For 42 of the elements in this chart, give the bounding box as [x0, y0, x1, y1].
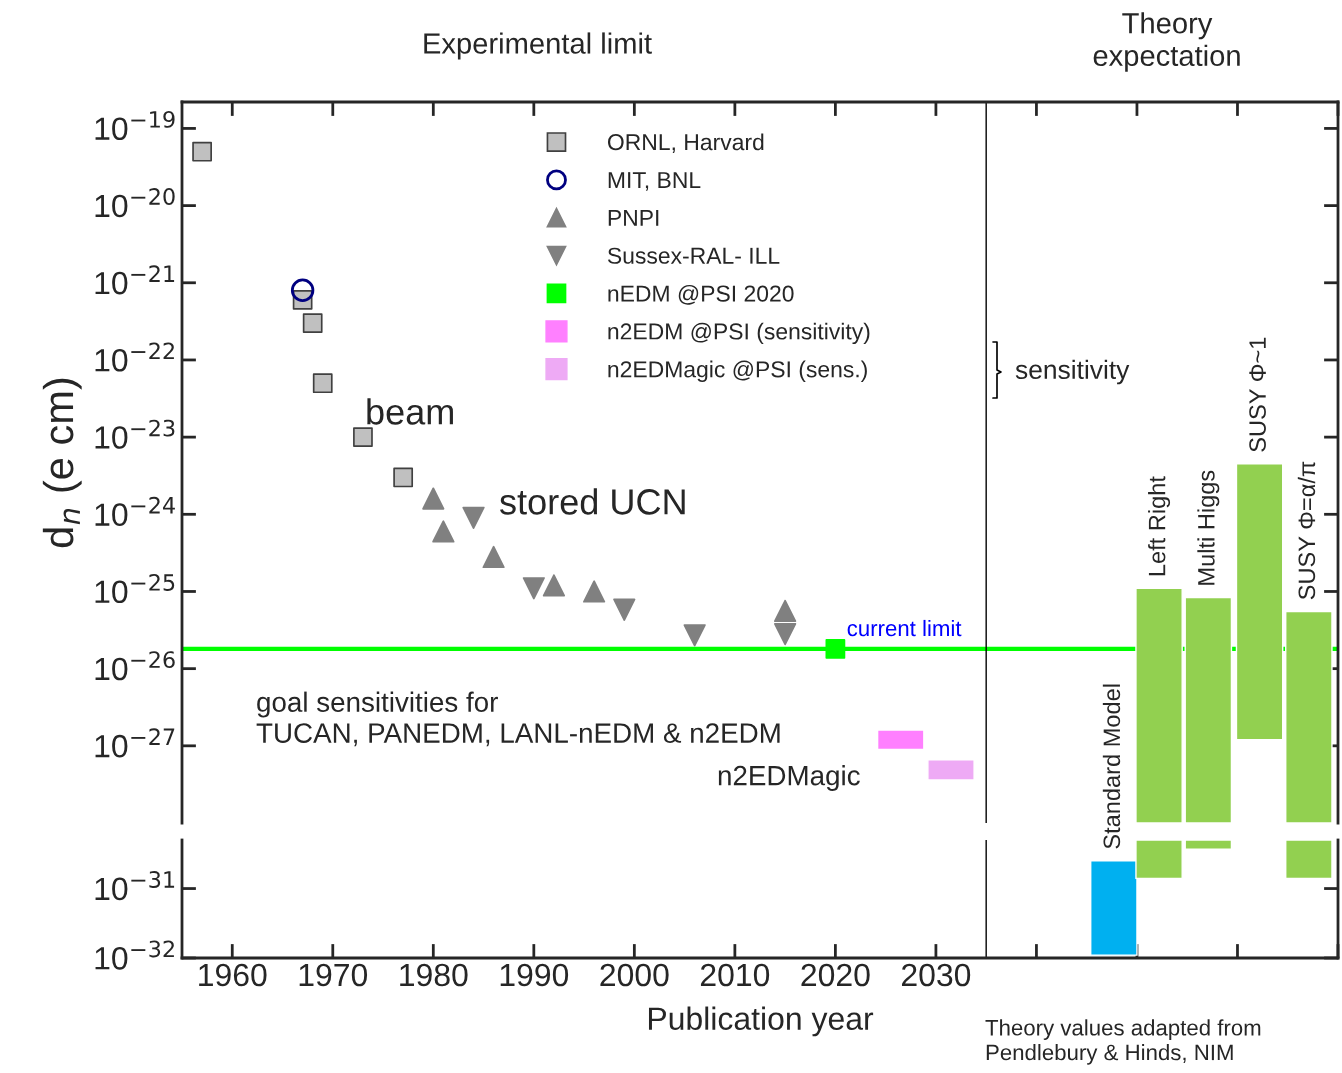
x-tick-label: 1980 [400, 963, 468, 987]
x-tick-label: 1990 [500, 963, 569, 987]
text: Theory values adapted from Pendlebury & Hinds, NIM [985, 1019, 1261, 1065]
y-tick-label: 10$^{−22}$ [95, 342, 174, 372]
annotation: stored UCN [500, 488, 685, 515]
text: SUSY Φ=α/π [1297, 461, 1316, 600]
legend-label: PNPI [608, 210, 659, 226]
legend-label: Sussex-RAL- ILL [607, 247, 780, 264]
legend-label: nEDM @PSI 2020 [608, 284, 794, 305]
y-tick-label: 10$^{−25}$ [95, 573, 175, 604]
x-axis-title: Publication year [648, 1006, 874, 1037]
legend-label: ORNL, Harvard [607, 133, 764, 153]
legend-label: n2EDMagic @PSI (sens.) [608, 360, 867, 382]
y-tick-label: 10$^{−19}$ [95, 110, 175, 141]
x-tick-label: 2010 [700, 963, 770, 987]
text: Theory expectation [1093, 12, 1240, 72]
y-tick-label: 10$^{−20}$ [95, 188, 175, 218]
text: SUSY Φ~1 [1249, 337, 1266, 452]
x-tick-label: 2020 [801, 963, 870, 987]
y-tick-label: 10$^{−27}$ [95, 728, 175, 758]
y-tick-label: 10$^{−23}$ [95, 419, 175, 449]
x-tick-label: 2000 [600, 963, 669, 987]
y-tick-label: 10$^{−26}$ [95, 651, 175, 681]
annotation: sensitivity [1015, 359, 1130, 385]
y-tick-label: 10$^{−24}$ [95, 496, 175, 526]
x-tick-label: 2030 [901, 963, 971, 987]
y-tick-label: 10$^{−31}$ [95, 871, 175, 901]
text: Standard Model [1102, 684, 1121, 849]
text: Experimental limit [424, 32, 652, 60]
annotation: goal sensitivities for TUCAN, PANEDM, LANL-nEDM & n2EDM [256, 691, 780, 747]
y-tick-label: 10$^{−21}$ [95, 265, 175, 295]
legend-label: n2EDM @PSI (sensitivity) [608, 322, 870, 345]
y-axis-title: d$_{n}$ (e cm) [42, 378, 82, 548]
annotation: n2EDMagic [718, 765, 860, 791]
legend-label: MIT, BNL [608, 172, 701, 191]
y-tick-label: 10$^{−32}$ [95, 940, 174, 970]
text: Left Right [1148, 476, 1171, 576]
x-tick-label: 1960 [199, 963, 267, 987]
annotation: beam [367, 398, 453, 425]
text: Multi Higgs [1197, 470, 1220, 585]
ref-line-label: current limit [847, 619, 962, 637]
x-tick-label: 1970 [299, 963, 368, 987]
